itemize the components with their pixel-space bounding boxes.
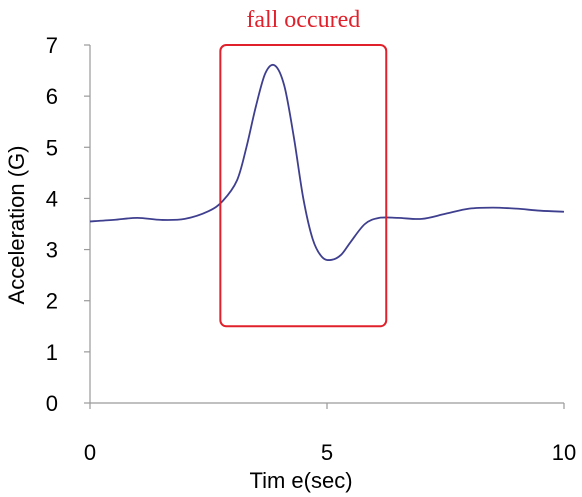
x-axis: 0 5 10 (84, 402, 576, 465)
x-tick-label: 10 (552, 440, 576, 465)
y-tick-group: 0 1 2 3 4 5 6 7 (46, 33, 90, 416)
y-tick-label: 3 (46, 238, 58, 263)
y-tick-label: 0 (46, 391, 58, 416)
y-tick-label: 5 (46, 135, 58, 160)
x-tick-label: 0 (84, 440, 96, 465)
x-tick-label: 5 (321, 440, 333, 465)
y-tick-label: 1 (46, 340, 58, 365)
fall-highlight-box (219, 44, 388, 328)
y-tick-label: 2 (46, 289, 58, 314)
y-tick-label: 4 (46, 186, 58, 211)
acceleration-series-line (89, 63, 565, 261)
x-axis-title: Tim e(sec) (249, 468, 352, 493)
x-tick-group: 0 5 10 (84, 403, 576, 465)
y-axis: 0 1 2 3 4 5 6 7 (46, 33, 91, 416)
fall-annotation-label: fall occured (246, 7, 360, 33)
y-tick-label: 7 (46, 33, 58, 58)
y-tick-label: 6 (46, 84, 58, 109)
y-axis-title: Acceleration (G) (4, 146, 29, 305)
